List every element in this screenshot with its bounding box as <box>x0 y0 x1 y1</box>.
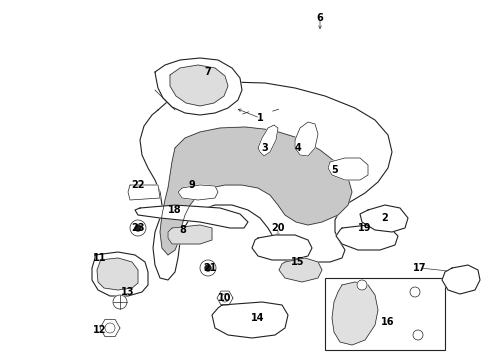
Bar <box>325 278 445 350</box>
Text: 1: 1 <box>257 113 264 123</box>
Polygon shape <box>442 265 480 294</box>
Circle shape <box>200 260 216 276</box>
Polygon shape <box>217 291 233 305</box>
Polygon shape <box>135 205 248 228</box>
Text: 12: 12 <box>93 325 107 335</box>
Polygon shape <box>140 82 392 280</box>
Text: 21: 21 <box>203 263 217 273</box>
Text: 16: 16 <box>381 317 395 327</box>
Polygon shape <box>178 185 218 200</box>
Circle shape <box>130 220 146 236</box>
Polygon shape <box>97 258 138 290</box>
Text: 10: 10 <box>218 293 232 303</box>
Text: 5: 5 <box>332 165 339 175</box>
Text: 20: 20 <box>271 223 285 233</box>
Text: 13: 13 <box>121 287 135 297</box>
Text: 11: 11 <box>93 253 107 263</box>
Polygon shape <box>100 319 120 337</box>
Polygon shape <box>212 302 288 338</box>
Polygon shape <box>336 225 398 250</box>
Circle shape <box>113 295 127 309</box>
Text: 3: 3 <box>262 143 269 153</box>
Polygon shape <box>279 258 322 282</box>
Circle shape <box>135 225 141 231</box>
Text: 23: 23 <box>131 223 145 233</box>
Polygon shape <box>155 58 242 115</box>
Text: 4: 4 <box>294 143 301 153</box>
Polygon shape <box>170 65 228 106</box>
Text: 2: 2 <box>382 213 389 223</box>
Polygon shape <box>160 127 352 255</box>
Polygon shape <box>128 185 160 200</box>
Circle shape <box>205 265 211 271</box>
Polygon shape <box>332 282 378 345</box>
Text: 17: 17 <box>413 263 427 273</box>
Circle shape <box>413 330 423 340</box>
Circle shape <box>357 280 367 290</box>
Polygon shape <box>92 252 148 296</box>
Text: 18: 18 <box>168 205 182 215</box>
Circle shape <box>105 323 115 333</box>
Polygon shape <box>168 225 212 244</box>
Polygon shape <box>328 158 368 180</box>
Text: 6: 6 <box>317 13 323 23</box>
Circle shape <box>221 294 229 302</box>
Polygon shape <box>252 235 312 260</box>
Text: 14: 14 <box>251 313 265 323</box>
Circle shape <box>410 287 420 297</box>
Text: 7: 7 <box>205 67 211 77</box>
Text: 19: 19 <box>358 223 372 233</box>
Polygon shape <box>295 122 318 156</box>
Polygon shape <box>360 205 408 232</box>
Text: 22: 22 <box>131 180 145 190</box>
Polygon shape <box>258 125 278 156</box>
Text: 15: 15 <box>291 257 305 267</box>
Text: 9: 9 <box>189 180 196 190</box>
Text: 8: 8 <box>179 225 186 235</box>
